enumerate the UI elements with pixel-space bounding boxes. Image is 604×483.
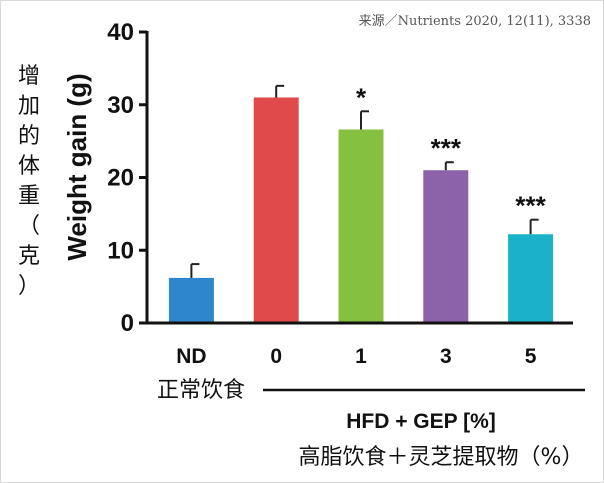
y-axis-label-chinese-char: 的 [18, 124, 40, 149]
y-axis-label-chinese-char: ） [18, 274, 40, 299]
bar [168, 277, 214, 323]
source-citation: 来源／Nutrients 2020, 12(11), 3338 [358, 14, 591, 29]
error-bar [275, 84, 285, 98]
y-axis-label: Weight gain (g) [62, 73, 92, 260]
y-axis-label-chinese-char: 克 [18, 244, 40, 269]
error-bar [529, 218, 539, 235]
significance-marker: * [356, 82, 367, 112]
category-label: ND [176, 345, 206, 368]
bar [338, 129, 384, 323]
group-label: HFD + GEP [%] [346, 410, 496, 433]
significance-marker: *** [431, 133, 462, 163]
y-tick-label: 30 [107, 92, 134, 119]
bar [253, 97, 299, 323]
category-labels: ND 0 1 3 5 [176, 345, 537, 368]
bars [168, 97, 554, 323]
category-label: 3 [440, 345, 452, 368]
category-label: 5 [525, 345, 537, 368]
bar [508, 234, 554, 323]
y-tick-label: 0 [121, 310, 134, 337]
y-axis-label-chinese-char: （ [18, 214, 40, 239]
category-label: 0 [270, 345, 282, 368]
category-label: 1 [355, 345, 367, 368]
error-bars [190, 84, 539, 278]
y-axis-ticks: 0 10 20 30 40 [107, 19, 147, 337]
y-axis-label-chinese-char: 增 [18, 64, 40, 89]
y-tick-label: 10 [107, 237, 134, 264]
significance-markers: ******* [356, 82, 547, 220]
error-bar [360, 110, 369, 130]
y-axis-label-chinese-char: 体 [18, 154, 40, 179]
y-axis-label-chinese-char: 重 [18, 184, 40, 209]
y-axis-label-chinese-char: 加 [18, 94, 40, 119]
group-label-chinese: 高脂饮食＋灵芝提取物（%） [299, 445, 584, 470]
error-bar [190, 263, 200, 278]
nd-label-chinese: 正常饮食 [157, 378, 245, 403]
significance-marker: *** [515, 191, 546, 221]
y-tick-label: 20 [107, 165, 134, 192]
y-tick-label: 40 [107, 19, 134, 46]
error-bar [444, 161, 454, 171]
bar [423, 170, 469, 323]
